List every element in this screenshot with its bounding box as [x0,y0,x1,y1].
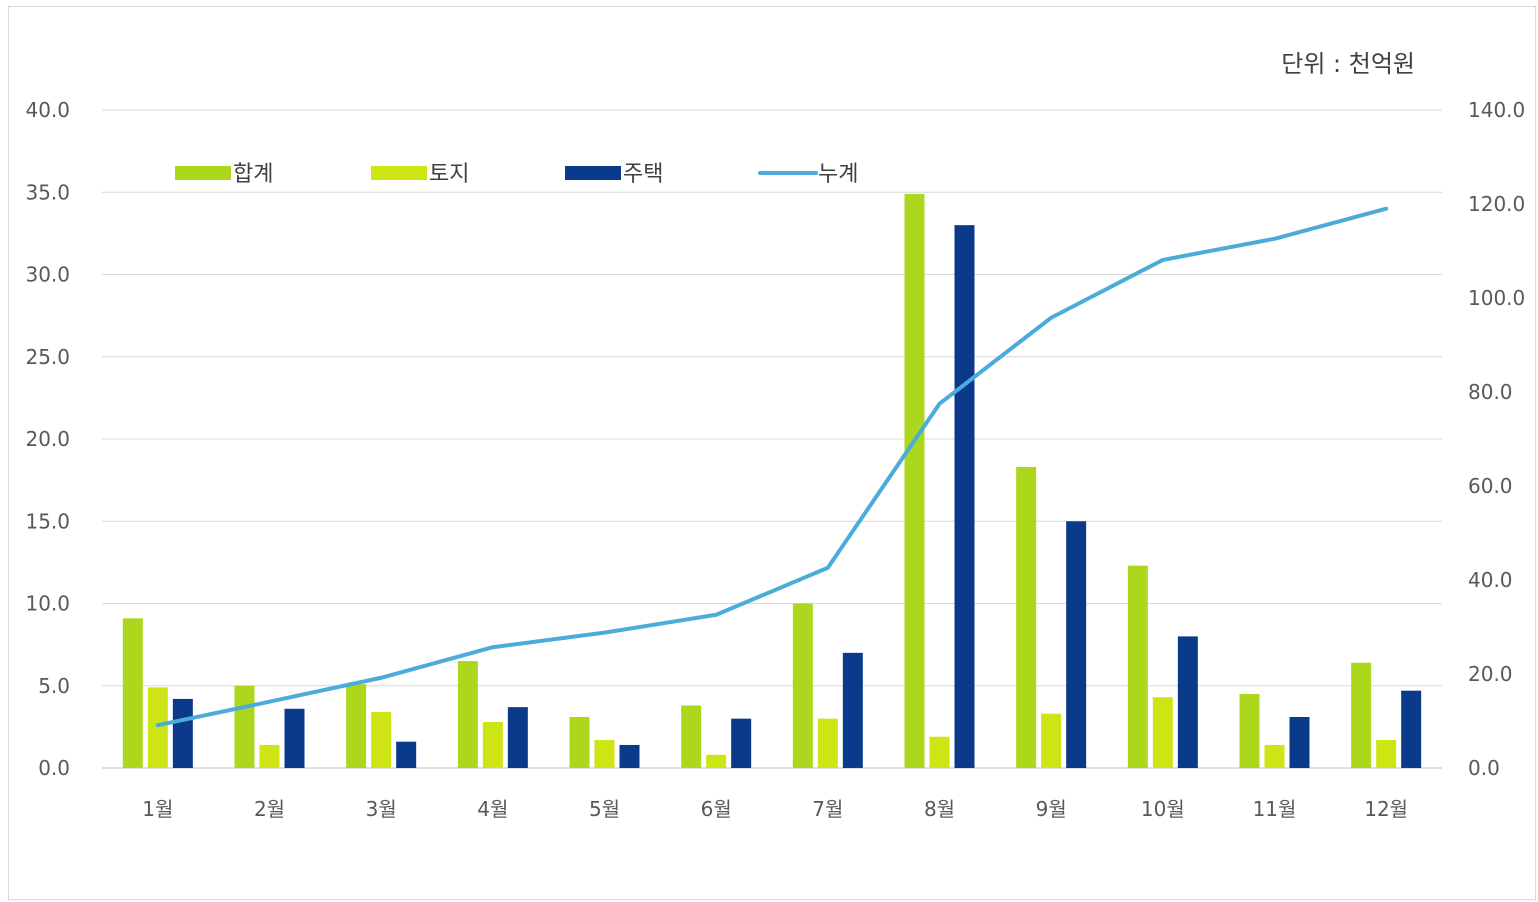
bar-토지 [817,718,838,768]
bar-합계 [122,618,143,768]
right-tick-label: 100.0 [1468,286,1525,310]
unit-label: 단위 : 천억원 [1281,50,1415,78]
x-tick-label: 6월 [701,797,732,821]
right-axis: 0.0 20.0 40.0 60.0 80.0 100.0 120.0 140.0 [1468,98,1525,780]
bar-토지 [1376,740,1397,768]
bar-합계 [1127,565,1148,768]
left-tick-label: 0.0 [38,756,70,780]
x-tick-label: 12월 [1364,797,1408,821]
left-tick-label: 25.0 [25,345,70,369]
bar-주택 [1401,690,1422,768]
x-tick-label: 2월 [254,797,285,821]
right-tick-label: 140.0 [1468,98,1525,122]
legend-label: 합계 [233,162,273,187]
bar-주택 [731,718,752,768]
right-tick-label: 0.0 [1468,756,1500,780]
bar-합계 [569,717,590,768]
x-tick-label: 4월 [477,797,508,821]
bar-토지 [371,712,392,768]
bar-합계 [681,705,702,768]
x-tick-label: 11월 [1253,797,1297,821]
legend-label: 주택 [623,162,663,187]
right-tick-label: 40.0 [1468,568,1513,592]
bar-주택 [172,698,193,768]
bar-주택 [842,652,863,768]
legend-swatch [565,166,621,180]
bar-주택 [507,707,528,768]
bar-토지 [929,736,950,768]
bar-주택 [396,741,417,768]
legend: 합계 토지 주택 누계 [175,162,858,187]
bar-주택 [619,744,640,768]
line-누계 [155,206,1389,728]
left-tick-label: 20.0 [25,427,70,451]
bar-합계 [457,661,478,768]
left-axis: 0.0 5.0 10.0 15.0 20.0 25.0 30.0 35.0 40.0 [25,98,70,780]
gridlines [102,109,1442,769]
bar-주택 [1289,717,1310,768]
legend-swatch [175,166,231,180]
bar-합계 [346,684,367,768]
left-tick-label: 10.0 [25,592,70,616]
legend-swatch [371,166,427,180]
right-tick-label: 60.0 [1468,474,1513,498]
x-tick-label: 7월 [812,797,843,821]
bar-합계 [234,685,255,768]
bar-토지 [1041,713,1062,768]
bar-합계 [792,603,813,768]
x-tick-label: 1월 [142,797,173,821]
x-tick-label: 3월 [366,797,397,821]
bar-합계 [1239,693,1260,768]
bar-합계 [904,193,925,768]
bar-토지 [706,754,727,768]
bar-토지 [259,744,280,768]
bar-합계 [1016,466,1037,768]
left-tick-label: 35.0 [25,180,70,204]
bar-주택 [284,708,305,768]
bar-토지 [482,721,503,768]
x-axis: 1월 2월 3월 4월 5월 6월 7월 8월 9월 10월 11월 12월 [142,797,1408,821]
left-tick-label: 30.0 [25,263,70,287]
x-tick-label: 8월 [924,797,955,821]
line-series [155,206,1389,728]
bar-series [122,193,1422,768]
x-tick-label: 9월 [1036,797,1067,821]
left-tick-label: 40.0 [25,98,70,122]
legend-label: 토지 [429,162,469,187]
bar-합계 [1351,662,1372,768]
bar-토지 [594,740,615,768]
right-tick-label: 80.0 [1468,380,1513,404]
x-tick-label: 10월 [1141,797,1185,821]
bar-주택 [954,225,975,768]
legend-label: 누계 [818,162,858,187]
x-tick-label: 5월 [589,797,620,821]
bar-주택 [1177,636,1198,768]
bar-주택 [1066,521,1087,768]
left-tick-label: 15.0 [25,509,70,533]
bar-토지 [1264,744,1285,768]
bar-토지 [147,687,168,768]
right-tick-label: 20.0 [1468,662,1513,686]
bar-토지 [1152,697,1173,768]
right-tick-label: 120.0 [1468,192,1525,216]
left-tick-label: 5.0 [38,674,70,698]
